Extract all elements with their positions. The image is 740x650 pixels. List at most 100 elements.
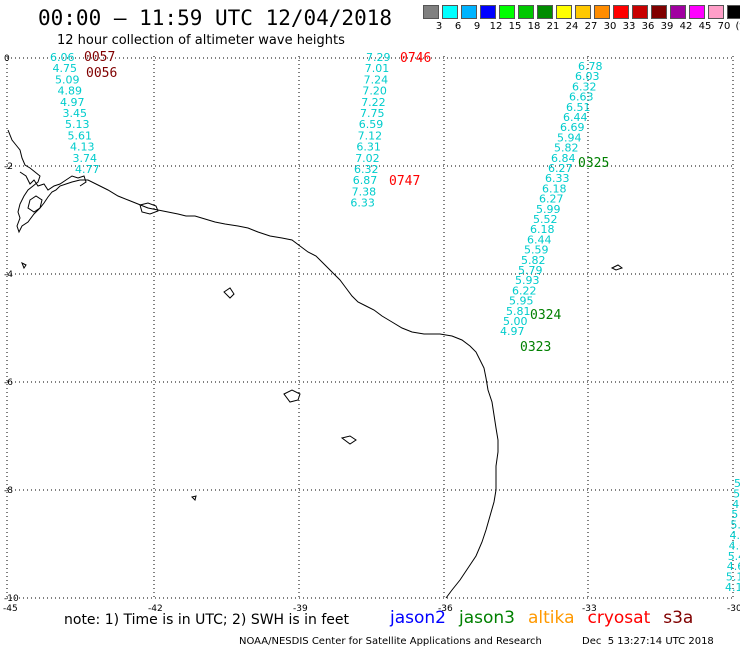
wave-height-label: 5.09: [55, 73, 80, 86]
island-small-1: [139, 202, 159, 215]
scale-label: 36: [641, 21, 655, 32]
scale-swatch: [708, 5, 724, 19]
pass-time-label: 0323: [520, 340, 551, 355]
satellite-legend-item: jason2: [390, 608, 446, 628]
scale-label: (ft): [735, 21, 740, 32]
longitude-tick-label: -39: [293, 604, 308, 614]
island-small-2: [223, 287, 235, 299]
scale-swatch: [689, 5, 705, 19]
longitude-tick-label: -36: [438, 604, 453, 614]
wave-height-label: 6.18: [530, 223, 555, 236]
wave-height-label: 4.69: [729, 539, 740, 552]
wave-height-label: 5.99: [536, 203, 561, 216]
latitude-tick-label: -8: [4, 486, 13, 496]
wave-height-label: 4.97: [60, 96, 85, 109]
wave-height-label: 5.82: [521, 254, 546, 267]
wave-height-label: 6.22: [512, 284, 537, 297]
scale-swatch: [613, 5, 629, 19]
scale-label: 21: [546, 21, 560, 32]
island-small-7: [191, 495, 197, 501]
wave-height-label: 4.13: [70, 141, 95, 154]
wave-height-label: 6.33: [545, 172, 570, 185]
wave-height-label: 5.93: [515, 274, 540, 287]
wave-height-label: 6.32: [354, 163, 379, 176]
latitude-tick-label: -4: [4, 270, 13, 280]
scale-label: 45: [698, 21, 712, 32]
scale-label: 18: [527, 21, 541, 32]
map-title: 00:00 — 11:59 UTC 12/04/2018: [38, 6, 393, 30]
scale-swatch: [480, 5, 496, 19]
longitude-tick-label: -30: [727, 604, 740, 614]
latitude-tick-label: -2: [4, 162, 13, 172]
wave-height-label: 5.13: [65, 118, 90, 131]
wave-height-label: 5.59: [524, 244, 549, 257]
timestamp-text: Dec 5 13:27:14 UTC 2018: [582, 636, 714, 647]
bay-inlet: [19, 171, 87, 191]
island-small-5: [610, 264, 624, 271]
wave-height-label: 4.89: [58, 85, 83, 98]
scale-label: 30: [603, 21, 617, 32]
island-marajo: [27, 195, 43, 213]
satellite-legend: jason2 jason3 altika cryosat s3a: [390, 608, 706, 628]
wave-height-label: 5: [733, 487, 740, 500]
wave-height-label: 5.82: [554, 142, 579, 155]
satellite-legend-item: s3a: [663, 608, 694, 628]
altimeter-tracks: 6.064.755.094.894.973.455.135.614.133.74…: [50, 50, 740, 594]
scale-label: 39: [660, 21, 674, 32]
latitude-tick-label: -10: [4, 594, 19, 604]
wave-height-label: 6.44: [563, 111, 588, 124]
wave-height-label: 7.29: [366, 51, 391, 64]
wave-height-label: 5.16: [726, 571, 740, 584]
wave-height-label: 4.: [732, 498, 740, 511]
wave-height-label: 5.81: [506, 305, 531, 318]
wave-height-label: 5.94: [557, 131, 582, 144]
wave-height-label: 5.79: [518, 264, 543, 277]
wave-height-label: 7.38: [352, 185, 377, 198]
wave-height-label: 6.59: [359, 118, 384, 131]
wave-height-label: 6.69: [560, 121, 585, 134]
wave-height-label: 7.02: [355, 152, 380, 165]
scale-swatch: [556, 5, 572, 19]
wave-height-label: 6.32: [572, 80, 597, 93]
wave-height-label: 6.31: [356, 141, 381, 154]
scale-swatch: [632, 5, 648, 19]
scale-label: 24: [565, 21, 579, 32]
wave-height-label: 7.12: [358, 129, 383, 142]
scale-label: 70: [717, 21, 731, 32]
scale-label: 42: [679, 21, 693, 32]
scale-swatch: [499, 5, 515, 19]
wave-height-label: 5.61: [68, 129, 93, 142]
wave-height-label: 7.01: [365, 62, 390, 75]
wave-height-label: 6.84: [551, 152, 576, 165]
map-grid: [6, 56, 735, 600]
wave-height-label: 4.75: [53, 62, 78, 75]
scale-swatch: [670, 5, 686, 19]
wave-height-label: 4.66: [727, 560, 740, 573]
latitude-tick-label: 0: [4, 54, 10, 64]
scale-swatch: [518, 5, 534, 19]
scale-label: 33: [622, 21, 636, 32]
wave-height-label: 6.27: [539, 193, 564, 206]
wave-height-label: 5.52: [533, 213, 558, 226]
scale-label: 12: [489, 21, 503, 32]
wave-height-label: 6.33: [350, 197, 375, 210]
wave-height-label: 5.46: [728, 550, 740, 563]
coastline: [7, 129, 624, 599]
wave-height-label: 7.75: [360, 107, 385, 120]
wave-height-label: 3.74: [73, 152, 98, 165]
scale-label: 9: [473, 21, 481, 32]
longitude-tick-label: -42: [148, 604, 163, 614]
map-subtitle: 12 hour collection of altimeter wave hei…: [57, 33, 345, 48]
scale-swatch: [442, 5, 458, 19]
wave-height-label: 6.78: [578, 60, 603, 73]
wave-height-label: 6.51: [566, 101, 591, 114]
pass-time-label: 0057: [84, 50, 115, 65]
wave-height-label: 5.95: [509, 295, 534, 308]
scale-swatch: [423, 5, 439, 19]
scale-label: 15: [508, 21, 522, 32]
wave-height-label: 5: [734, 477, 740, 490]
satellite-legend-item: altika: [528, 608, 575, 628]
wave-height-label: 6.63: [569, 91, 594, 104]
scale-label: 6: [454, 21, 462, 32]
